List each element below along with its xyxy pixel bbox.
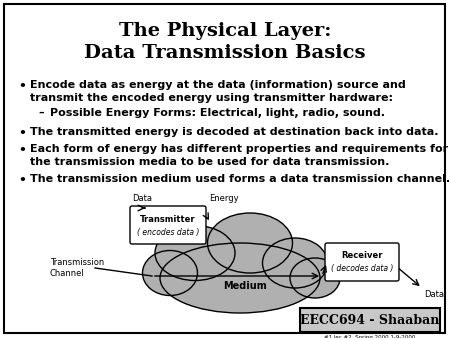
Ellipse shape	[262, 238, 328, 288]
FancyBboxPatch shape	[4, 4, 445, 333]
Text: EECC694 - Shaaban: EECC694 - Shaaban	[300, 314, 440, 328]
Text: Energy: Energy	[209, 194, 238, 203]
Text: Receiver: Receiver	[341, 251, 383, 261]
Text: ( encodes data ): ( encodes data )	[137, 227, 199, 237]
Text: The Physical Layer:: The Physical Layer:	[119, 22, 331, 40]
Text: •: •	[18, 174, 26, 187]
Text: Medium: Medium	[223, 281, 267, 291]
FancyBboxPatch shape	[300, 308, 440, 332]
Text: transmit the encoded energy using transmitter hardware:: transmit the encoded energy using transm…	[30, 93, 393, 103]
FancyBboxPatch shape	[130, 206, 206, 244]
Text: •: •	[18, 144, 26, 157]
Text: Each form of energy has different properties and requirements for: Each form of energy has different proper…	[30, 144, 448, 154]
Text: Data Transmission Basics: Data Transmission Basics	[84, 44, 366, 62]
Ellipse shape	[290, 258, 340, 298]
Text: •: •	[18, 80, 26, 93]
Text: Encode data as energy at the data (information) source and: Encode data as energy at the data (infor…	[30, 80, 406, 90]
Text: Transmitter: Transmitter	[140, 215, 196, 223]
Text: Data: Data	[424, 290, 444, 299]
Ellipse shape	[207, 213, 292, 273]
Ellipse shape	[143, 250, 198, 295]
FancyBboxPatch shape	[325, 243, 399, 281]
Text: The transmission medium used forms a data transmission channel.: The transmission medium used forms a dat…	[30, 174, 450, 184]
Text: •: •	[18, 127, 26, 140]
Text: Data: Data	[132, 194, 152, 203]
Text: Transmission
Channel: Transmission Channel	[50, 258, 104, 279]
Text: Possible Energy Forms: Electrical, light, radio, sound.: Possible Energy Forms: Electrical, light…	[50, 108, 385, 118]
Text: #1 lec #2  Spring 2000 1-9-2000: #1 lec #2 Spring 2000 1-9-2000	[324, 336, 416, 338]
Text: ( decodes data ): ( decodes data )	[331, 265, 393, 273]
Ellipse shape	[160, 243, 320, 313]
Text: the transmission media to be used for data transmission.: the transmission media to be used for da…	[30, 157, 389, 167]
Ellipse shape	[155, 225, 235, 281]
Text: The transmitted energy is decoded at destination back into data.: The transmitted energy is decoded at des…	[30, 127, 438, 137]
Text: –: –	[38, 108, 44, 118]
